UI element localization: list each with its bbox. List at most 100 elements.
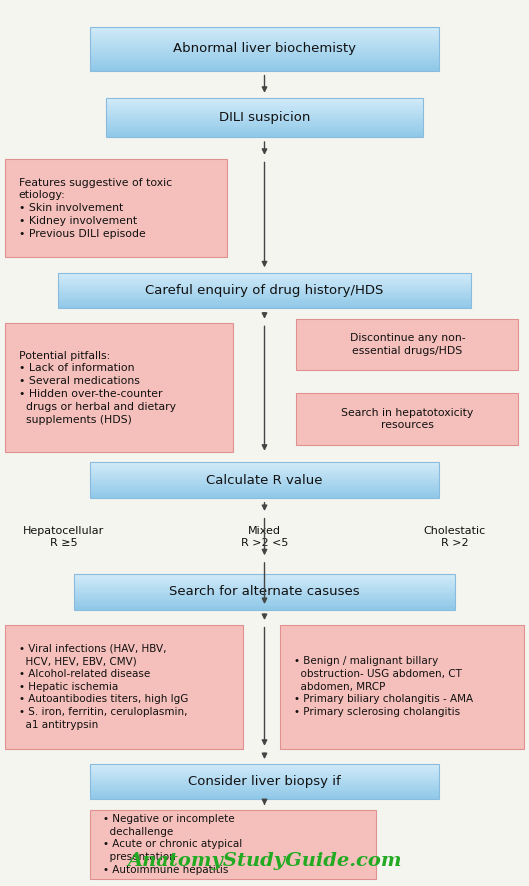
- Bar: [90, 788, 439, 789]
- Bar: [106, 132, 423, 134]
- Bar: [90, 44, 439, 46]
- Bar: [106, 113, 423, 114]
- Bar: [90, 34, 439, 35]
- Bar: [90, 786, 439, 788]
- Bar: [74, 592, 455, 593]
- Text: Careful enquiry of drug history/HDS: Careful enquiry of drug history/HDS: [145, 284, 384, 297]
- Bar: [90, 486, 439, 487]
- Bar: [106, 104, 423, 105]
- FancyBboxPatch shape: [280, 625, 524, 749]
- Bar: [90, 485, 439, 486]
- Bar: [90, 764, 439, 765]
- Bar: [90, 488, 439, 490]
- Bar: [106, 129, 423, 131]
- Bar: [90, 483, 439, 484]
- Bar: [90, 51, 439, 53]
- Bar: [58, 273, 471, 274]
- Bar: [90, 28, 439, 29]
- Bar: [90, 474, 439, 476]
- Bar: [90, 53, 439, 55]
- Bar: [74, 581, 455, 582]
- Bar: [90, 781, 439, 782]
- Bar: [74, 602, 455, 603]
- Bar: [58, 281, 471, 283]
- Bar: [74, 577, 455, 578]
- Bar: [58, 280, 471, 281]
- Bar: [90, 487, 439, 488]
- Bar: [90, 779, 439, 781]
- Bar: [90, 467, 439, 469]
- Bar: [90, 785, 439, 786]
- Bar: [90, 773, 439, 774]
- Bar: [106, 110, 423, 112]
- Text: Mixed
R >2 <5: Mixed R >2 <5: [241, 525, 288, 548]
- FancyBboxPatch shape: [90, 810, 376, 879]
- Bar: [90, 778, 439, 779]
- Bar: [90, 766, 439, 767]
- Bar: [106, 135, 423, 136]
- Text: • Benign / malignant billary
  obstruction- USG abdomen, CT
  abdomen, MRCP
• Pr: • Benign / malignant billary obstruction…: [294, 656, 473, 718]
- Bar: [90, 47, 439, 49]
- Bar: [90, 767, 439, 768]
- Bar: [74, 599, 455, 600]
- Bar: [90, 484, 439, 485]
- Bar: [90, 29, 439, 31]
- Bar: [58, 305, 471, 306]
- Bar: [90, 494, 439, 495]
- Bar: [90, 481, 439, 483]
- Text: Features suggestive of toxic
etiology:
• Skin involvement
• Kidney involvement
•: Features suggestive of toxic etiology: •…: [19, 177, 171, 239]
- Bar: [90, 37, 439, 38]
- Bar: [58, 302, 471, 304]
- Bar: [106, 126, 423, 127]
- Bar: [106, 131, 423, 132]
- Bar: [106, 106, 423, 107]
- Bar: [90, 798, 439, 799]
- Bar: [58, 276, 471, 277]
- Bar: [90, 775, 439, 777]
- Bar: [90, 479, 439, 480]
- FancyBboxPatch shape: [5, 625, 243, 749]
- Bar: [106, 99, 423, 101]
- Bar: [58, 284, 471, 286]
- Bar: [74, 593, 455, 595]
- Bar: [58, 286, 471, 287]
- Bar: [90, 58, 439, 59]
- Text: DILI suspicion: DILI suspicion: [219, 112, 310, 124]
- Bar: [90, 470, 439, 472]
- Bar: [90, 772, 439, 773]
- Bar: [90, 477, 439, 478]
- FancyBboxPatch shape: [296, 319, 518, 370]
- Bar: [90, 777, 439, 778]
- Bar: [58, 288, 471, 290]
- Bar: [90, 49, 439, 51]
- Bar: [90, 65, 439, 66]
- Bar: [106, 107, 423, 109]
- Text: Discontinue any non-
essential drugs/HDS: Discontinue any non- essential drugs/HDS: [350, 333, 465, 356]
- Text: Calculate R value: Calculate R value: [206, 474, 323, 486]
- Bar: [90, 782, 439, 784]
- Bar: [90, 42, 439, 43]
- Bar: [74, 588, 455, 589]
- Bar: [58, 294, 471, 295]
- Bar: [74, 595, 455, 596]
- Bar: [90, 765, 439, 766]
- Text: Search for alternate casuses: Search for alternate casuses: [169, 586, 360, 598]
- Bar: [106, 112, 423, 113]
- Bar: [58, 279, 471, 280]
- Bar: [106, 123, 423, 124]
- Bar: [90, 495, 439, 497]
- Bar: [90, 64, 439, 65]
- Bar: [106, 121, 423, 123]
- Bar: [106, 134, 423, 135]
- Bar: [106, 117, 423, 118]
- Bar: [90, 793, 439, 795]
- Bar: [90, 473, 439, 474]
- Bar: [74, 584, 455, 585]
- Bar: [74, 578, 455, 579]
- Bar: [58, 293, 471, 294]
- Text: Hepatocellular
R ≥5: Hepatocellular R ≥5: [23, 525, 104, 548]
- Bar: [90, 46, 439, 47]
- FancyBboxPatch shape: [5, 323, 233, 452]
- Bar: [74, 589, 455, 591]
- Bar: [74, 598, 455, 599]
